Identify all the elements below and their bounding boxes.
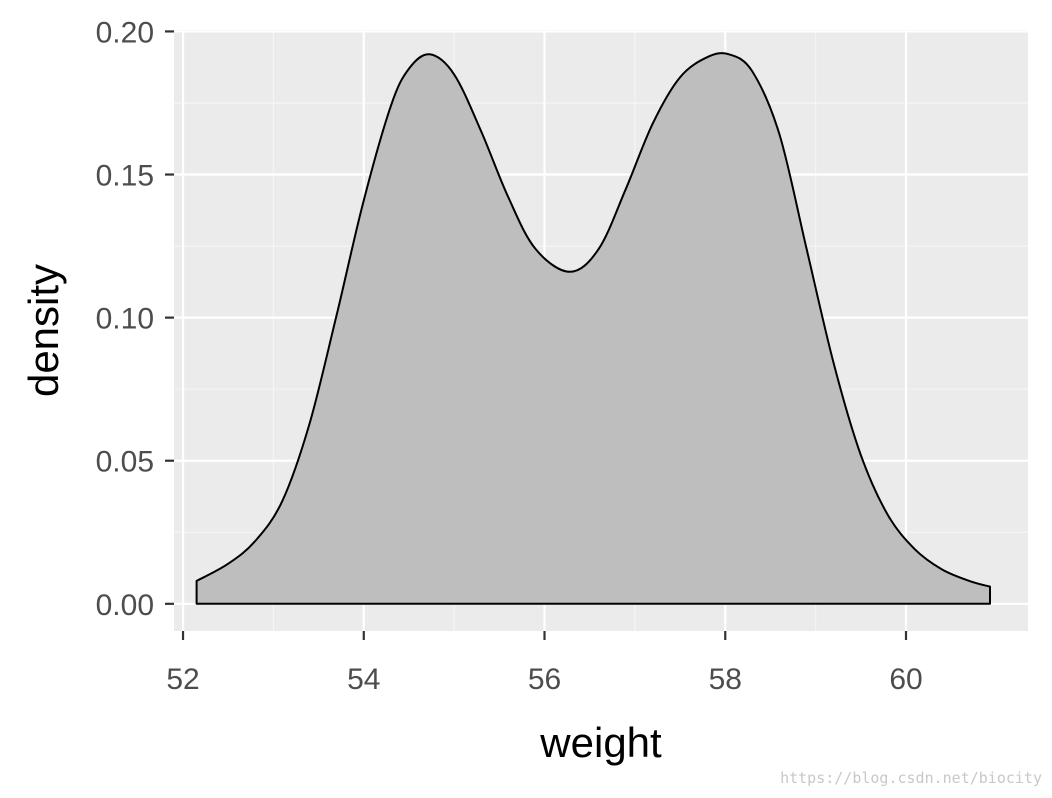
x-axis: 52 54 56 58 60 bbox=[166, 631, 923, 696]
y-axis: 0.00 0.05 0.10 0.15 0.20 bbox=[96, 16, 174, 622]
x-tick-label: 54 bbox=[347, 663, 380, 696]
y-tick-label: 0.00 bbox=[96, 589, 154, 622]
x-tick-label: 52 bbox=[166, 663, 199, 696]
y-tick-label: 0.05 bbox=[96, 446, 154, 479]
density-area bbox=[195, 52, 991, 605]
y-tick-label: 0.15 bbox=[96, 160, 154, 193]
x-tick-label: 58 bbox=[709, 663, 742, 696]
y-axis-title: density bbox=[20, 264, 67, 397]
x-tick-label: 56 bbox=[528, 663, 561, 696]
y-tick-label: 0.20 bbox=[96, 16, 154, 49]
x-axis-title: weight bbox=[539, 719, 662, 766]
y-tick-label: 0.10 bbox=[96, 303, 154, 336]
watermark-text: https://blog.csdn.net/biocity bbox=[780, 769, 1042, 787]
x-tick-label: 60 bbox=[889, 663, 922, 696]
